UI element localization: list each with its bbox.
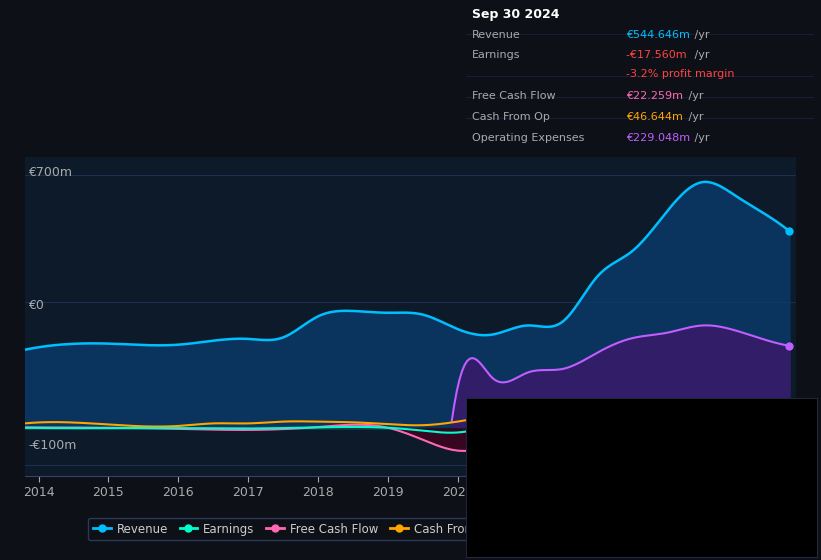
Text: Operating Expenses: Operating Expenses bbox=[472, 133, 585, 143]
Text: /yr: /yr bbox=[685, 91, 704, 101]
Text: Earnings: Earnings bbox=[472, 50, 521, 60]
Text: -€17.560m: -€17.560m bbox=[626, 50, 690, 60]
Text: Sep 30 2024: Sep 30 2024 bbox=[472, 8, 560, 21]
Text: €229.048m: €229.048m bbox=[626, 133, 693, 143]
Text: /yr: /yr bbox=[691, 133, 710, 143]
Text: Revenue: Revenue bbox=[472, 30, 521, 40]
Text: Free Cash Flow: Free Cash Flow bbox=[472, 91, 556, 101]
Text: €22.259m: €22.259m bbox=[626, 91, 686, 101]
Text: €544.646m: €544.646m bbox=[626, 30, 693, 40]
Text: €0: €0 bbox=[29, 298, 44, 312]
Text: /yr: /yr bbox=[685, 112, 704, 122]
Text: €700m: €700m bbox=[29, 166, 72, 179]
Legend: Revenue, Earnings, Free Cash Flow, Cash From Op, Operating Expenses: Revenue, Earnings, Free Cash Flow, Cash … bbox=[88, 518, 656, 540]
Text: /yr: /yr bbox=[691, 30, 710, 40]
Text: -€100m: -€100m bbox=[29, 439, 77, 452]
Text: Cash From Op: Cash From Op bbox=[472, 112, 550, 122]
Text: €46.644m: €46.644m bbox=[626, 112, 686, 122]
Text: -3.2% profit margin: -3.2% profit margin bbox=[626, 69, 734, 79]
Text: /yr: /yr bbox=[691, 50, 710, 60]
